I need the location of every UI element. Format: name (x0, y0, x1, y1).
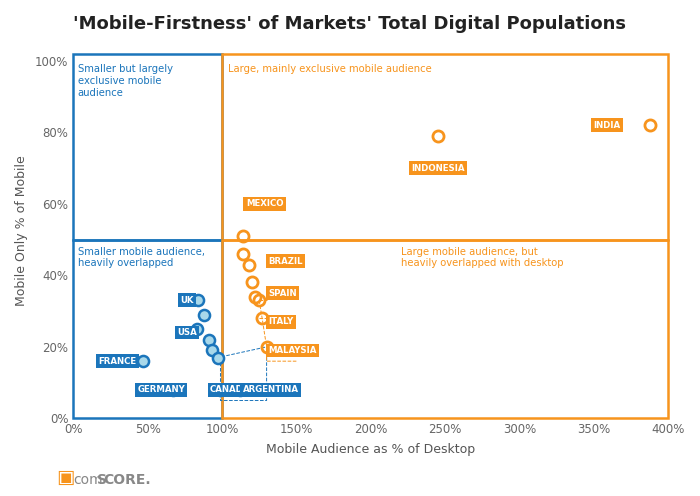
Text: com: com (74, 473, 103, 487)
Text: Smaller but largely
exclusive mobile
audience: Smaller but largely exclusive mobile aud… (78, 64, 173, 98)
Text: MEXICO: MEXICO (246, 199, 284, 208)
Text: INDIA: INDIA (594, 121, 621, 129)
Bar (222, 240, 668, 419)
Text: Large mobile audience, but
heavily overlapped with desktop: Large mobile audience, but heavily overl… (400, 247, 563, 268)
Text: USA: USA (177, 328, 197, 337)
Text: 'Mobile-Firstness' of Markets' Total Digital Populations: 'Mobile-Firstness' of Markets' Total Dig… (74, 15, 626, 33)
Text: Large, mainly exclusive mobile audience: Large, mainly exclusive mobile audience (228, 64, 432, 74)
Text: BRAZIL: BRAZIL (268, 256, 302, 265)
Text: ITALY: ITALY (268, 317, 293, 326)
X-axis label: Mobile Audience as % of Desktop: Mobile Audience as % of Desktop (266, 443, 475, 456)
Text: CANADA: CANADA (210, 385, 251, 394)
Text: FRANCE: FRANCE (99, 357, 136, 366)
Text: Smaller mobile audience,
heavily overlapped: Smaller mobile audience, heavily overlap… (78, 247, 204, 268)
Text: ▣: ▣ (56, 468, 74, 487)
Text: SPAIN: SPAIN (268, 289, 297, 298)
Y-axis label: Mobile Only % of Mobile: Mobile Only % of Mobile (15, 155, 28, 306)
Text: MALAYSIA: MALAYSIA (268, 346, 316, 355)
Bar (222, 54, 668, 240)
Text: CORE.: CORE. (104, 473, 151, 487)
Bar (74, 240, 222, 419)
Text: INDONESIA: INDONESIA (411, 164, 464, 173)
Text: GERMANY: GERMANY (137, 385, 185, 394)
Text: S: S (97, 473, 106, 487)
Text: UK: UK (181, 296, 194, 305)
Bar (74, 54, 222, 240)
Text: ARGENTINA: ARGENTINA (243, 385, 299, 394)
